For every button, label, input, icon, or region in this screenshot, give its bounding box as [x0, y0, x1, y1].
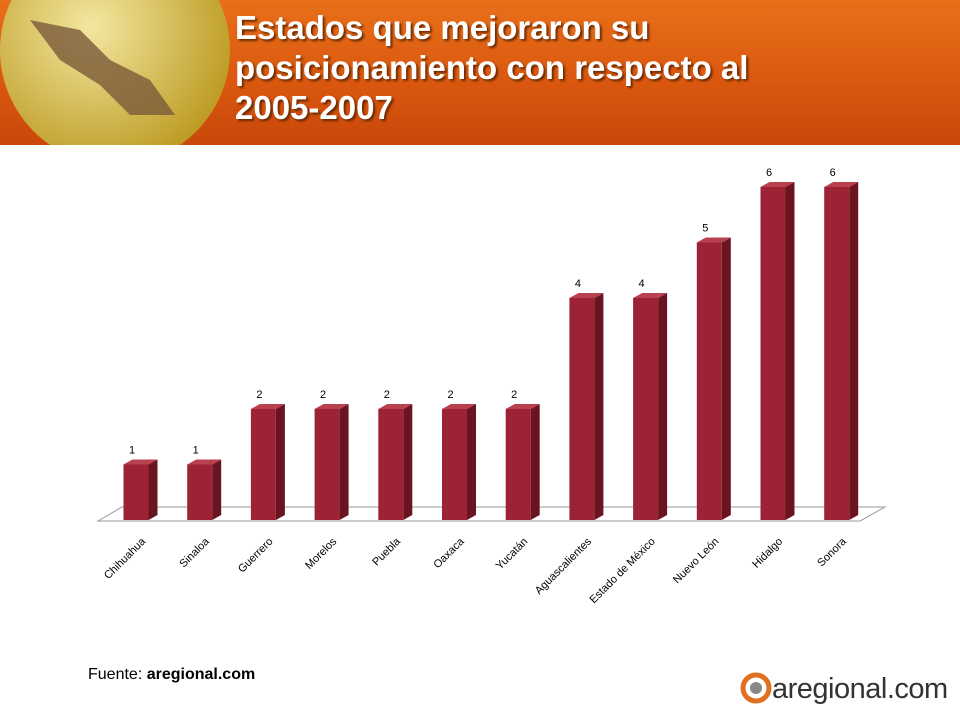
- value-label: 1: [129, 444, 135, 456]
- bar: [250, 404, 285, 520]
- bar-front: [696, 242, 722, 520]
- bar: [824, 182, 859, 520]
- bar-front: [378, 409, 404, 520]
- x-tick-label: Guerrero: [236, 536, 276, 576]
- value-label: 2: [511, 389, 517, 401]
- logo-icon: [740, 672, 772, 704]
- value-label: 4: [639, 278, 645, 290]
- value-label: 6: [766, 167, 772, 179]
- bar: [696, 237, 731, 520]
- bar-top: [569, 293, 604, 298]
- bar-front: [442, 409, 467, 520]
- x-tick-label: Hidalgo: [750, 536, 785, 571]
- bar: [378, 404, 413, 520]
- x-tick-label: Nuevo León: [671, 536, 721, 586]
- bar: [569, 293, 604, 520]
- bar-side: [148, 459, 158, 520]
- value-label: 2: [256, 389, 262, 401]
- bar: [442, 404, 476, 520]
- bar-side: [275, 404, 285, 520]
- bar-side: [594, 293, 604, 520]
- bar-top: [378, 404, 413, 409]
- bar-top: [760, 182, 795, 187]
- x-tick-label: Yucatán: [494, 536, 531, 573]
- globe-icon: [0, 0, 230, 145]
- bar: [187, 459, 222, 520]
- bar-side: [339, 404, 349, 520]
- logo: aregional.com: [740, 672, 948, 706]
- x-tick-label: Aguascalientes: [533, 535, 595, 597]
- bar-side: [721, 237, 731, 520]
- value-label: 4: [575, 278, 581, 290]
- bar-side: [467, 404, 476, 520]
- bar-front: [123, 464, 149, 520]
- bar-top: [123, 459, 158, 465]
- bar-front: [505, 409, 531, 520]
- title: Estados que mejoraron su posicionamiento…: [235, 9, 749, 126]
- value-label: 1: [193, 444, 199, 456]
- bar-top: [633, 293, 668, 298]
- bar-side: [785, 182, 795, 520]
- bar: [314, 404, 349, 520]
- bar-top: [824, 182, 859, 187]
- value-label: 2: [447, 389, 453, 401]
- value-label: 6: [830, 167, 836, 179]
- x-tick-label: Oaxaca: [431, 535, 467, 571]
- value-label: 5: [702, 222, 708, 234]
- bar-front: [633, 298, 659, 520]
- chart: 1 Chihuahua 1 Sinaloa 2 Guerrero 2 Morelos 2 Pueb…: [96, 167, 887, 606]
- x-tick-label: Sinaloa: [177, 535, 212, 570]
- bar-side: [530, 404, 540, 520]
- bar-side: [849, 182, 859, 520]
- bar: [633, 293, 668, 520]
- bar-top: [696, 237, 731, 243]
- bar-side: [403, 404, 413, 520]
- bar-front: [187, 464, 213, 520]
- bar: [505, 404, 540, 520]
- x-tick-label: Sonora: [815, 535, 849, 569]
- bar: [760, 182, 795, 520]
- bar-front: [760, 187, 786, 520]
- bar-front: [569, 298, 595, 520]
- bar-top: [187, 459, 222, 465]
- header-band: Estados que mejoraron su posicionamiento…: [0, 0, 960, 145]
- x-tick-label: Estado de México: [587, 536, 657, 606]
- bar-front: [314, 409, 340, 520]
- x-tick-label: Morelos: [303, 535, 340, 572]
- source-label: Fuente:: [88, 666, 143, 683]
- bar-top: [505, 404, 540, 409]
- x-tick-label: Puebla: [370, 535, 403, 568]
- logo-text: aregional.com: [772, 673, 948, 705]
- bar-front: [824, 187, 850, 520]
- source-note: Fuente: aregional.com: [88, 666, 255, 684]
- bar-top: [314, 404, 349, 409]
- chart-floor: [96, 506, 887, 522]
- x-tick-label: Chihuahua: [102, 535, 149, 582]
- value-label: 2: [320, 389, 326, 401]
- value-label: 2: [384, 389, 390, 401]
- bar-side: [212, 459, 222, 520]
- bar-top: [442, 404, 476, 409]
- bar-side: [658, 293, 668, 520]
- bar-top: [250, 404, 285, 409]
- bar: [123, 459, 158, 520]
- bar-front: [250, 409, 276, 520]
- source: aregional.com: [146, 666, 256, 683]
